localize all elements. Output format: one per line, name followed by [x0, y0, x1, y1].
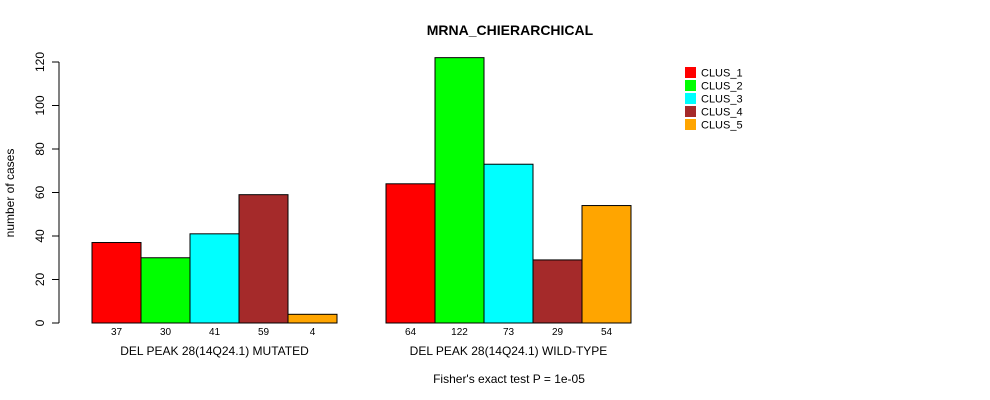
- bar-clus-5: [581, 205, 632, 324]
- data-labels: 37 30 41 59 4 64 122 73 29 54: [111, 327, 613, 338]
- bar-value-label: 73: [503, 327, 515, 338]
- bar-value-label: 54: [601, 327, 613, 338]
- bar-clus-3: [483, 163, 534, 324]
- bar-clus-1: [91, 242, 142, 324]
- chart-title: MRNA_CHIERARCHICAL: [427, 22, 594, 38]
- legend-swatch: [685, 93, 696, 104]
- bar-clus-3: [189, 233, 240, 324]
- bar-clus-4: [532, 259, 583, 324]
- bar-clus-5: [287, 313, 338, 324]
- legend-label: CLUS_1: [701, 68, 743, 80]
- bar-value-label: 4: [310, 327, 316, 338]
- legend-swatch: [685, 80, 696, 91]
- bar-value-label: 41: [209, 327, 221, 338]
- y-axis: 0 20 40 60 80 100 120: [33, 52, 60, 326]
- y-tick-label: 0: [33, 319, 47, 326]
- bar-clus-4: [238, 194, 289, 324]
- y-tick-label: 120: [33, 52, 47, 72]
- bar-value-label: 122: [451, 327, 468, 338]
- bar-clus-2: [434, 57, 485, 324]
- y-tick-label: 80: [33, 142, 47, 156]
- legend-swatch: [685, 119, 696, 130]
- y-tick-label: 40: [33, 229, 47, 243]
- y-tick-label: 100: [33, 95, 47, 115]
- legend-label: CLUS_5: [701, 120, 743, 132]
- legend-swatch: [685, 67, 696, 78]
- legend-label: CLUS_4: [701, 107, 743, 119]
- bar-clus-2: [140, 257, 191, 324]
- y-tick-label: 20: [33, 273, 47, 287]
- bar-value-label: 64: [405, 327, 417, 338]
- y-tick-label: 60: [33, 186, 47, 200]
- group-labels: DEL PEAK 28(14Q24.1) MUTATED DEL PEAK 28(…: [120, 344, 607, 358]
- bar-value-label: 30: [160, 327, 172, 338]
- y-axis-label: number of cases: [3, 149, 17, 238]
- legend-swatch: [685, 106, 696, 117]
- legend-label: CLUS_2: [701, 81, 743, 93]
- legend-label: CLUS_3: [701, 94, 743, 106]
- bar-clus-1: [385, 183, 436, 324]
- fisher-test-footer: Fisher's exact test P = 1e-05: [433, 372, 585, 386]
- bar-value-label: 59: [258, 327, 270, 338]
- bar-value-label: 37: [111, 327, 123, 338]
- bar-value-label: 29: [552, 327, 564, 338]
- group-label: DEL PEAK 28(14Q24.1) MUTATED: [120, 344, 309, 358]
- group-label: DEL PEAK 28(14Q24.1) WILD-TYPE: [410, 344, 608, 358]
- bars: [91, 57, 632, 324]
